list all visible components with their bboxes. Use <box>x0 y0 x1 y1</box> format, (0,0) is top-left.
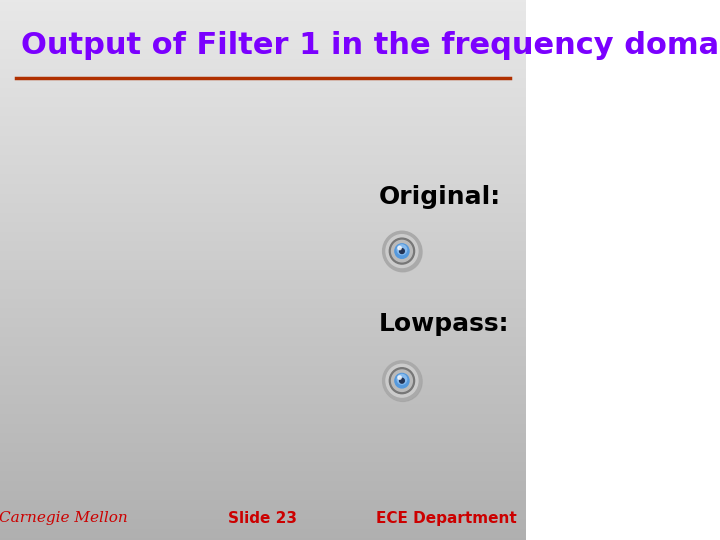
Circle shape <box>398 376 401 379</box>
Text: ECE Department: ECE Department <box>377 511 517 526</box>
Circle shape <box>397 374 407 384</box>
Circle shape <box>400 249 405 253</box>
Circle shape <box>382 361 421 401</box>
Text: Output of Filter 1 in the frequency domain: Output of Filter 1 in the frequency doma… <box>21 31 720 60</box>
Circle shape <box>390 238 415 264</box>
Circle shape <box>395 244 409 258</box>
Circle shape <box>398 246 401 249</box>
Text: Carnegie Mellon: Carnegie Mellon <box>0 511 127 525</box>
Circle shape <box>395 374 409 388</box>
Circle shape <box>392 370 413 392</box>
Circle shape <box>392 240 413 262</box>
Text: Original:: Original: <box>378 185 500 209</box>
Circle shape <box>397 245 407 254</box>
Circle shape <box>400 379 405 383</box>
Circle shape <box>384 232 422 272</box>
Circle shape <box>382 231 421 271</box>
Circle shape <box>386 235 418 267</box>
Circle shape <box>390 368 415 394</box>
Text: Slide 23: Slide 23 <box>228 511 297 526</box>
Text: Lowpass:: Lowpass: <box>378 312 509 336</box>
Circle shape <box>384 362 422 401</box>
Circle shape <box>386 364 418 397</box>
